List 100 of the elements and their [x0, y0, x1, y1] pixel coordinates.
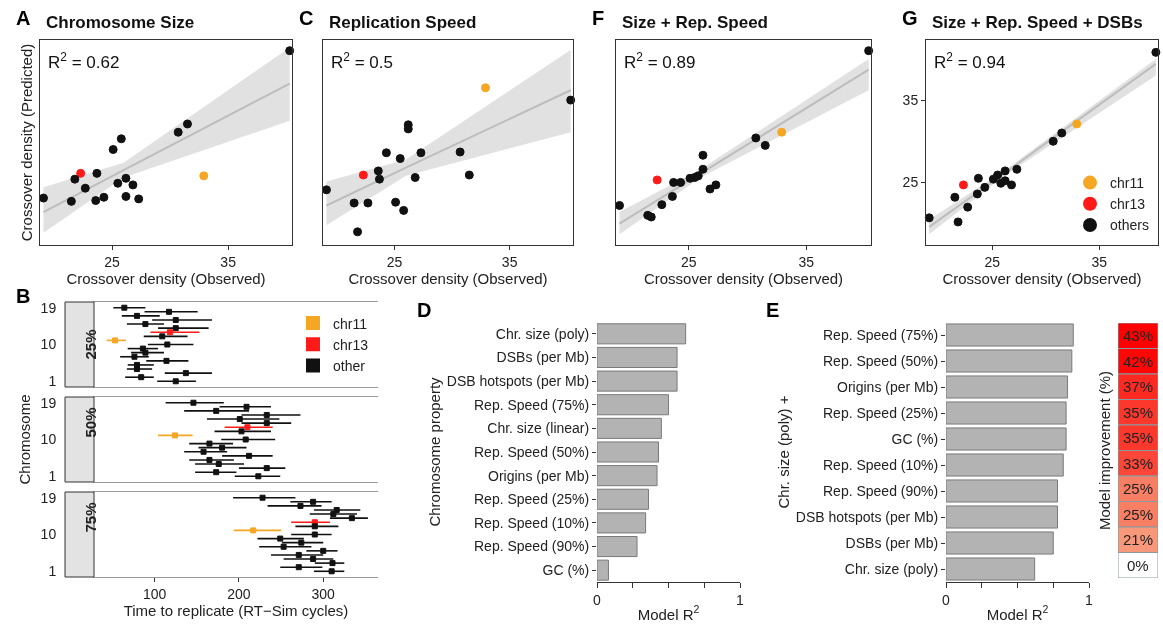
point [295, 564, 302, 571]
point [142, 321, 149, 328]
data-label: 43% [1123, 327, 1154, 344]
text: D [417, 299, 432, 321]
point [953, 217, 963, 227]
bar [946, 375, 1069, 399]
y-tick-label: Origins (per Mb) [837, 378, 939, 395]
point [206, 440, 213, 447]
point [320, 547, 327, 554]
point [285, 46, 295, 56]
point [1012, 164, 1022, 174]
point [973, 173, 983, 183]
point [1072, 119, 1082, 129]
data-label: 42% [1123, 353, 1154, 370]
chart-title: Replication Speed [329, 13, 477, 32]
point [215, 461, 222, 468]
y-tick-label: Origins (per Mb) [488, 467, 590, 484]
x-tick-label: 300 [311, 585, 336, 602]
point [199, 171, 209, 181]
point [358, 170, 368, 180]
y-tick-label: GC (%) [891, 430, 939, 447]
x-axis-title: Crossover density (Observed) [942, 269, 1142, 287]
point [182, 370, 189, 377]
point [263, 465, 270, 472]
y-tick-label: 35 [902, 92, 919, 108]
annotation: R$^{2}$ = 0.62 [48, 50, 120, 73]
point [163, 357, 170, 364]
data-label: 35% [1123, 404, 1154, 421]
bar [597, 465, 658, 487]
y-axis-title: Chr. size (poly) + [775, 395, 793, 509]
point [1007, 180, 1017, 190]
y-tick-label: 10 [40, 431, 57, 448]
x-tick-label: 35 [1091, 253, 1108, 270]
x-axis-title: Model R$^{2}$ [637, 603, 700, 623]
y-tick-label: Rep. Speed (50%) [474, 443, 590, 460]
bar [946, 505, 1059, 529]
point [705, 184, 715, 194]
y-tick-label: Chr. size (poly) [495, 325, 590, 342]
point [958, 180, 968, 190]
point [70, 174, 80, 184]
y-tick-label: 19 [40, 489, 57, 506]
bar [946, 427, 1067, 451]
point [657, 200, 667, 210]
chart-title: Size + Rep. Speed [622, 13, 768, 32]
point [76, 168, 86, 178]
point [133, 312, 140, 319]
point [164, 341, 171, 348]
y-axis-title: Chromosome property [426, 376, 444, 527]
point [363, 198, 373, 208]
y-axis-title: Crossover density (Predicted) [18, 43, 36, 242]
point [246, 452, 253, 459]
point [760, 140, 770, 150]
data-label: 35% [1123, 429, 1154, 446]
point [91, 196, 101, 206]
point [166, 329, 173, 336]
point [121, 173, 131, 183]
x-tick-label: 35 [798, 253, 815, 270]
y-tick-label: Chr. size (linear) [487, 420, 590, 437]
y-tick-label: Rep. Speed (90%) [474, 538, 590, 555]
legend-label: chr13 [333, 336, 369, 353]
point [166, 308, 172, 315]
data-label: 25% [1123, 506, 1154, 523]
point [330, 511, 337, 518]
point [113, 178, 123, 188]
point [399, 205, 409, 215]
point [242, 436, 249, 443]
point [410, 172, 420, 182]
x-axis-title: Crossover density (Observed) [348, 269, 548, 287]
y-tick-label: Rep. Speed (25%) [823, 404, 939, 421]
point [395, 154, 405, 164]
point [698, 150, 708, 160]
point [66, 196, 76, 206]
y-tick-label: Rep. Speed (10%) [823, 456, 939, 473]
point [676, 177, 686, 187]
point [329, 560, 336, 567]
point [667, 191, 677, 201]
annotation: R$^{2}$ = 0.94 [934, 50, 1006, 73]
data-label: 33% [1123, 455, 1154, 472]
point [213, 407, 220, 414]
point [131, 353, 138, 360]
point [311, 523, 318, 530]
point [297, 502, 304, 509]
bar [597, 323, 687, 345]
y-tick-label: Rep. Speed (10%) [474, 514, 590, 531]
point [298, 539, 305, 546]
point [566, 95, 576, 105]
point [116, 134, 126, 144]
point [200, 448, 207, 455]
point [108, 145, 118, 154]
y-tick-label: 1 [48, 563, 57, 580]
x-tick-label: 25 [104, 253, 120, 270]
x-tick-label: 0 [593, 591, 602, 608]
point [263, 411, 270, 418]
x-tick-label: 35 [220, 253, 237, 270]
point [243, 403, 250, 410]
y-axis-title: Chromosome [15, 394, 33, 485]
point [615, 200, 625, 210]
point [206, 456, 213, 463]
point [263, 420, 270, 427]
x-tick-label: 25 [984, 253, 1001, 270]
